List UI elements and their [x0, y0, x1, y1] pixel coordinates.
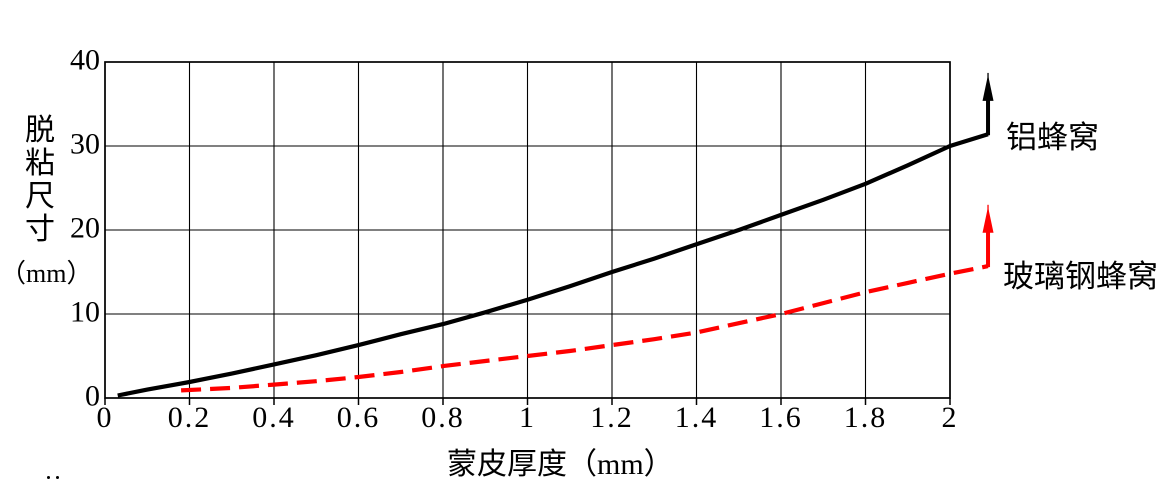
- series-curve-1: [180, 264, 989, 393]
- x-tick-label: 1.8: [843, 401, 888, 434]
- y-axis-unit: （mm）: [0, 259, 93, 288]
- stray-ink-marks: [47, 475, 61, 479]
- series-label-fiberglass-honeycomb: 玻璃钢蜂窝: [1003, 259, 1158, 294]
- y-tick-label: 0: [85, 379, 100, 413]
- x-tick-label: 1.2: [590, 401, 634, 434]
- x-axis-title: 蒙皮厚度（mm）: [447, 448, 674, 480]
- series-label-aluminum-honeycomb: 铝蜂窝: [1006, 120, 1099, 155]
- x-tick-label: 1.6: [759, 401, 803, 434]
- x-tick-label: 0.4: [252, 401, 296, 434]
- x-tick-label: 0: [96, 401, 114, 434]
- x-tick-label: 0.8: [421, 401, 465, 434]
- x-tick-label: 1.4: [674, 401, 719, 434]
- y-tick-label: 20: [70, 211, 100, 245]
- y-tick-label: 40: [70, 43, 100, 77]
- up-arrow-icon: [982, 74, 994, 101]
- x-tick-label: 2: [941, 401, 959, 434]
- x-tick-label: 0.2: [167, 401, 212, 434]
- up-arrow-icon: [982, 206, 994, 233]
- y-tick-label: 10: [70, 295, 100, 329]
- x-tick-label: 1: [519, 401, 536, 434]
- y-tick-label: 30: [70, 127, 100, 161]
- y-axis-title: 脱粘尺寸: [25, 114, 55, 246]
- series-curve-0: [117, 132, 989, 398]
- x-tick-label: 0.6: [336, 401, 381, 434]
- plot-border: [104, 61, 951, 399]
